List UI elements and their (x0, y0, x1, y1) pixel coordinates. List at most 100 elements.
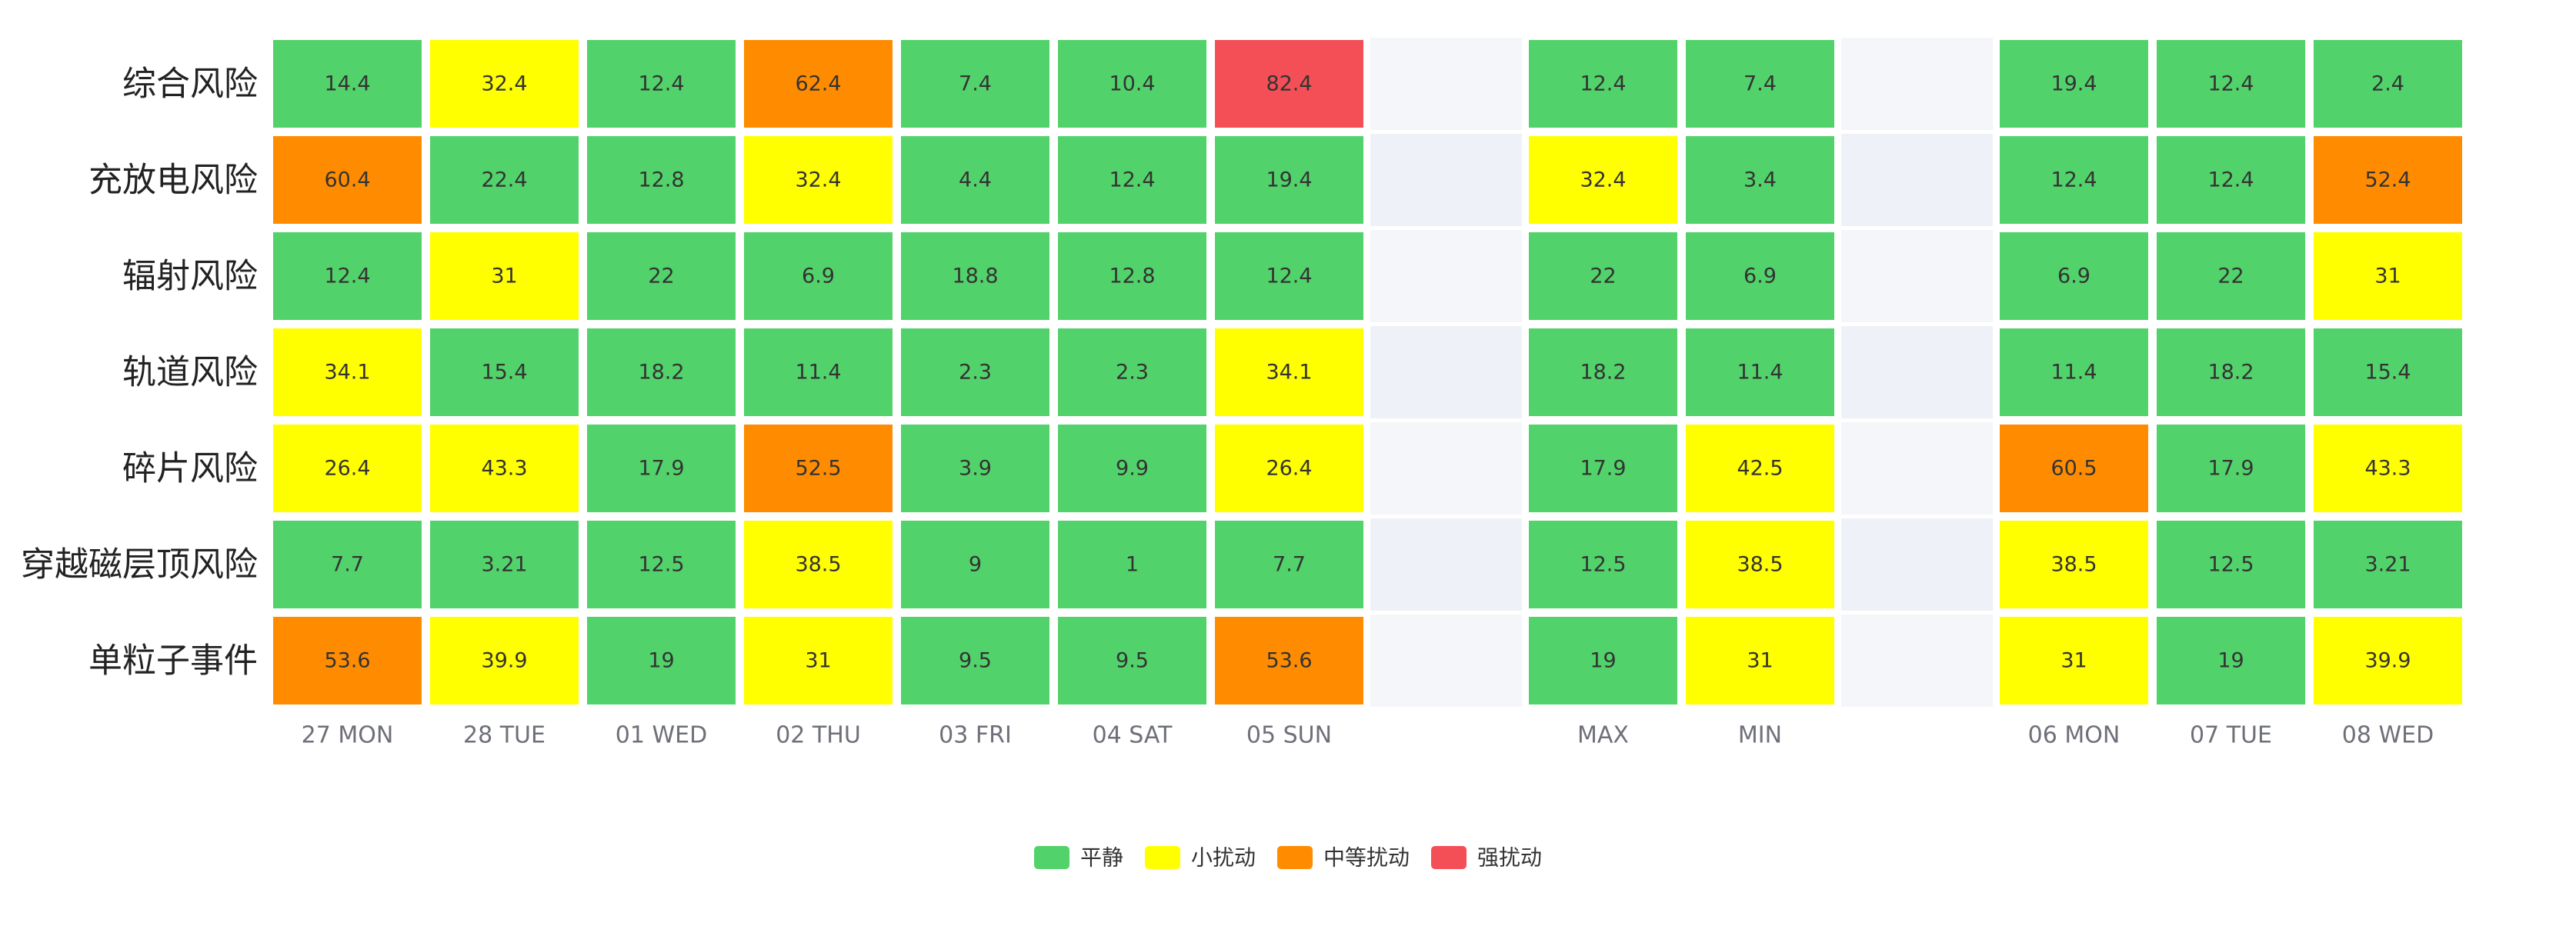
heatmap-cell (587, 328, 736, 416)
cell-value-label: 22 (1590, 265, 1616, 288)
empty-stripe (1841, 615, 1993, 707)
cell-value-label: 12.5 (1580, 553, 1626, 577)
legend: 平静 小扰动 中等扰动 强扰动 (1034, 845, 1542, 871)
cell-value-label: 7.4 (1743, 72, 1777, 96)
column-label: 28 TUE (463, 722, 546, 749)
empty-stripe (1370, 38, 1522, 130)
heatmap-cell (1529, 328, 1677, 416)
empty-stripe (1841, 230, 1993, 322)
heatmap-cell (2000, 232, 2148, 320)
empty-stripe (1370, 326, 1522, 418)
heatmap-cell (273, 328, 422, 416)
cell-value-label: 12.4 (2207, 168, 2254, 192)
heatmap-cell (430, 40, 579, 128)
heatmap-cell (901, 425, 1049, 512)
cell-value-label: 12.4 (1266, 265, 1312, 288)
empty-stripe (1841, 422, 1993, 515)
cell-value-label: 31 (1747, 649, 1773, 673)
heatmap-cell (1686, 328, 1834, 416)
heatmap-cell (2157, 425, 2305, 512)
heatmap-cell (1529, 40, 1677, 128)
cell-value-label: 18.2 (638, 361, 684, 385)
cell-value-label: 12.4 (2050, 168, 2097, 192)
row-label: 综合风险 (122, 65, 258, 104)
cell-value-label: 6.9 (2057, 265, 2090, 288)
heatmap-cell (1215, 136, 1363, 224)
cell-value-label: 18.2 (1580, 361, 1626, 385)
cell-value-label: 7.4 (959, 72, 992, 96)
cell-value-label: 52.4 (2364, 168, 2411, 192)
empty-stripe (1841, 518, 1993, 611)
legend-swatch[interactable] (1277, 846, 1313, 869)
heatmap-cell (744, 40, 893, 128)
heatmap-cell (2157, 232, 2305, 320)
cell-value-label: 19 (2217, 649, 2244, 673)
heatmap-cell (273, 136, 422, 224)
cell-value-label: 3.9 (959, 457, 992, 481)
legend-swatch[interactable] (1145, 846, 1180, 869)
legend-swatch[interactable] (1431, 846, 1467, 869)
empty-stripe (1841, 326, 1993, 418)
cell-value-label: 31 (2060, 649, 2087, 673)
cell-value-label: 38.5 (2050, 553, 2097, 577)
empty-stripe (1370, 615, 1522, 707)
heatmap-cell (2314, 521, 2462, 608)
cell-value-label: 12.4 (638, 72, 684, 96)
column-label: 02 THU (776, 722, 861, 749)
cell-value-label: 2.4 (2371, 72, 2404, 96)
legend-label[interactable]: 中等扰动 (1323, 845, 1410, 871)
cell-value-label: 32.4 (795, 168, 841, 192)
cell-value-label: 19.4 (2050, 72, 2097, 96)
cell-value-label: 1 (1126, 553, 1139, 577)
cell-value-label: 3.21 (481, 553, 527, 577)
heatmap-cell (2157, 521, 2305, 608)
heatmap-cell (901, 40, 1049, 128)
heatmap-cell (1215, 521, 1363, 608)
cell-value-label: 7.7 (331, 553, 364, 577)
column-label: 08 WED (2342, 722, 2434, 749)
heatmap-cell (2000, 40, 2148, 128)
heatmap-cell (1215, 617, 1363, 704)
row-label: 轨道风险 (122, 353, 258, 392)
cell-value-label: 17.9 (2207, 457, 2254, 481)
column-label: 06 MON (2028, 722, 2121, 749)
legend-label[interactable]: 平静 (1080, 845, 1123, 871)
heatmap-cells: 14.4 32.4 12.4 62.4 7.4 10.4 82.4 12.4 7.4 19.4 12… (273, 40, 2462, 704)
cell-value-label: 38.5 (795, 553, 841, 577)
heatmap-cell (1529, 136, 1677, 224)
cell-value-label: 11.4 (795, 361, 841, 385)
heatmap-cell (1529, 232, 1677, 320)
cell-value-label: 19.4 (1266, 168, 1312, 192)
heatmap-cell (430, 136, 579, 224)
heatmap-cell (1686, 136, 1834, 224)
heatmap-cell (1215, 232, 1363, 320)
heatmap-cell (744, 617, 893, 704)
cell-value-label: 9.5 (959, 649, 992, 673)
cell-value-label: 2.3 (959, 361, 992, 385)
cell-value-label: 11.4 (2050, 361, 2097, 385)
cell-value-label: 43.3 (481, 457, 527, 481)
column-label: 05 SUN (1246, 722, 1332, 749)
heatmap-cell (587, 232, 736, 320)
heatmap-cell (273, 40, 422, 128)
heatmap-cell (744, 521, 893, 608)
heatmap-cell (430, 328, 579, 416)
legend-label[interactable]: 小扰动 (1191, 845, 1256, 871)
cell-value-label: 9.5 (1116, 649, 1149, 673)
heatmap-cell (901, 232, 1049, 320)
cell-value-label: 9.9 (1116, 457, 1149, 481)
heatmap-cell (1686, 521, 1834, 608)
heatmap-cell (1686, 425, 1834, 512)
heatmap-cell (2000, 136, 2148, 224)
legend-swatch[interactable] (1034, 846, 1069, 869)
legend-label[interactable]: 强扰动 (1477, 845, 1542, 871)
cell-value-label: 19 (648, 649, 674, 673)
cell-value-label: 34.1 (1266, 361, 1312, 385)
heatmap-cell (430, 232, 579, 320)
heatmap-cell (430, 617, 579, 704)
cell-value-label: 10.4 (1109, 72, 1155, 96)
heatmap-cell (1686, 617, 1834, 704)
heatmap-cell (2000, 617, 2148, 704)
